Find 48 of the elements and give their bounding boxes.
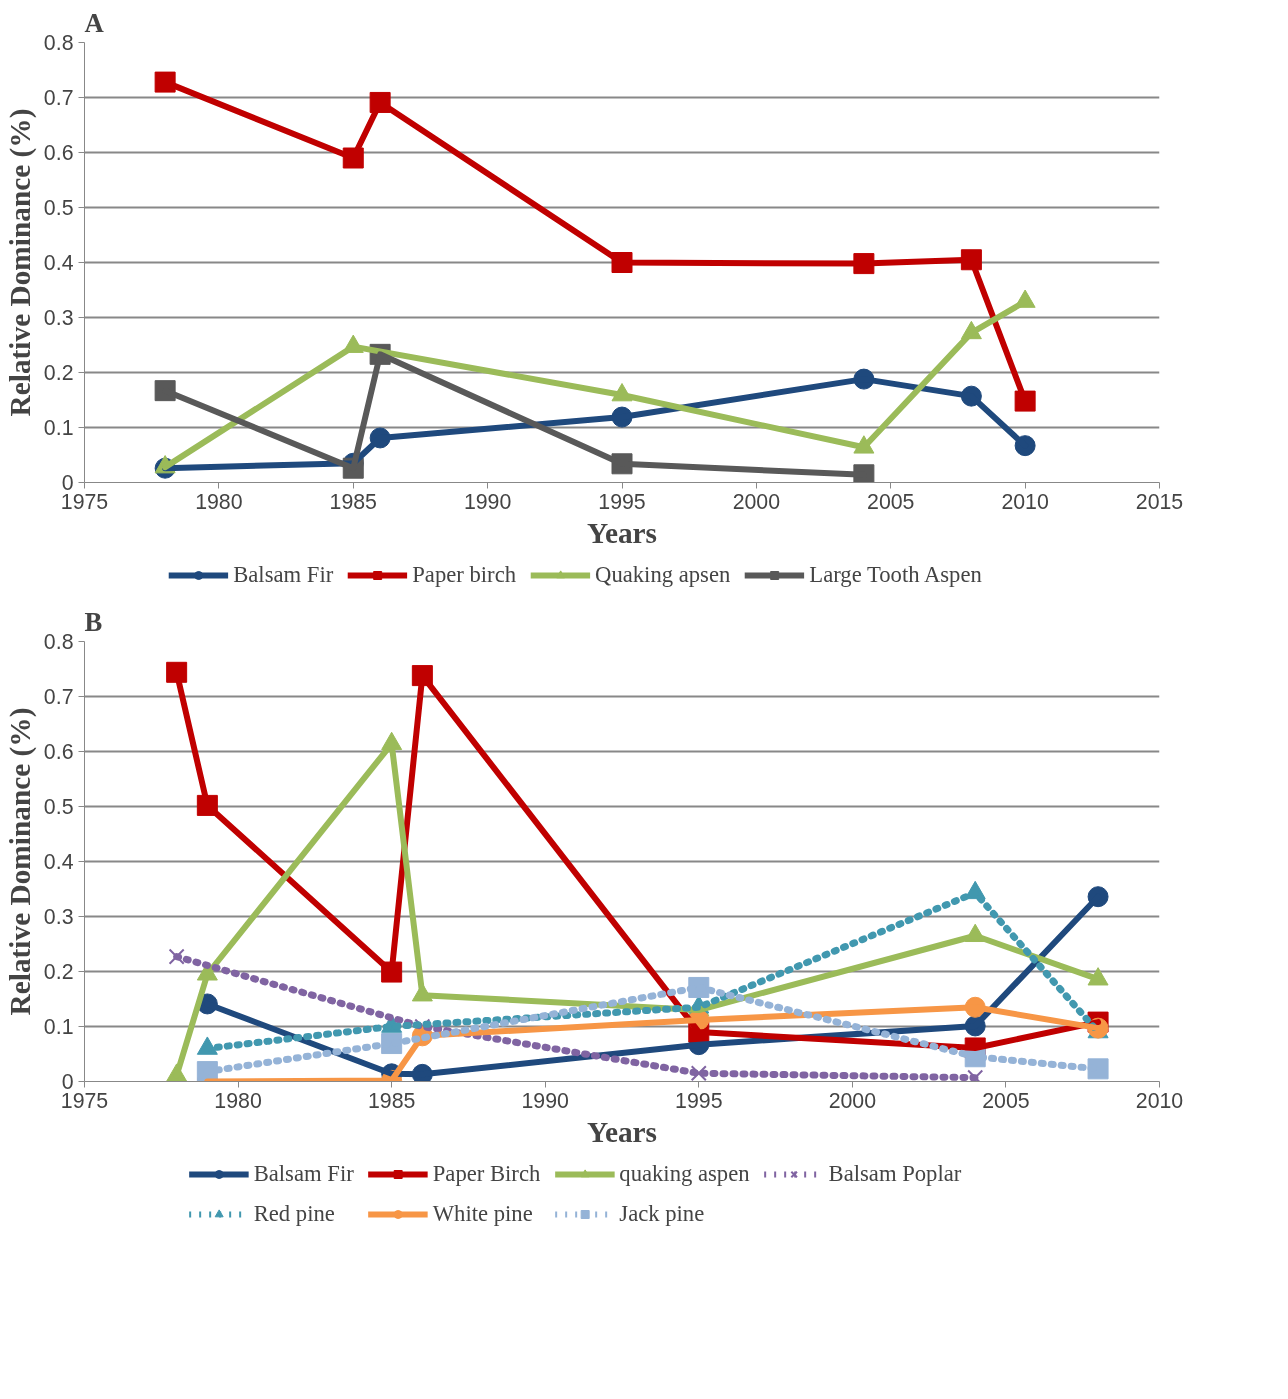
legend-label: Paper birch [412, 562, 517, 588]
x-tick-label: 2000 [732, 489, 781, 514]
legend-label: Balsam Poplar [828, 1161, 962, 1187]
x-tick-label: 1995 [598, 489, 646, 514]
y-tick-label: 0.3 [43, 905, 74, 929]
y-tick-label: 0.5 [43, 196, 74, 220]
x-tick-label: 2005 [867, 489, 915, 514]
y-tick-label: 0.2 [43, 361, 74, 385]
legend-label: quaking aspen [619, 1161, 750, 1187]
x-tick-label: 1985 [329, 489, 377, 514]
x-tick-label: 2000 [828, 1088, 877, 1113]
x-tick-label: 1980 [214, 1088, 262, 1113]
x-tick-label: 1980 [195, 489, 243, 514]
x-tick-label: 2015 [1135, 489, 1184, 514]
chart-title: B [84, 606, 103, 637]
legend-label: Balsam Fir [233, 562, 334, 588]
y-tick-label: 0.7 [43, 685, 74, 709]
legend-label: Quaking apsen [595, 562, 731, 588]
chart-title: A [84, 7, 105, 38]
y-tick-label: 0.2 [43, 960, 74, 984]
legend-label: Red pine [253, 1201, 335, 1227]
x-tick-label: 1985 [367, 1088, 416, 1113]
legend-label: Paper Birch [432, 1161, 541, 1187]
y-tick-label: 0.7 [43, 86, 74, 110]
x-tick-label: 2010 [1135, 1088, 1184, 1113]
y-tick-label: 0.1 [43, 416, 74, 440]
y-tick-label: 0.6 [43, 740, 74, 764]
legend-label: White pine [432, 1201, 533, 1227]
x-axis-title: Years [586, 1115, 658, 1148]
x-tick-label: 2005 [982, 1088, 1030, 1113]
x-axis-title: Years [586, 516, 658, 549]
y-axis-title: Relative Dominance (%) [3, 707, 37, 1016]
y-tick-label: 0.8 [43, 630, 74, 654]
x-tick-label: 1990 [521, 1088, 570, 1113]
legend-label: Jack pine [619, 1201, 705, 1227]
legend-label: Balsam Fir [253, 1161, 354, 1187]
x-tick-label: 1990 [463, 489, 512, 514]
legend-label: Large Tooth Aspen [809, 562, 982, 588]
y-tick-label: 0.3 [43, 306, 74, 330]
x-tick-label: 2010 [1001, 489, 1049, 514]
y-tick-label: 0.8 [43, 31, 74, 55]
y-tick-label: 0.5 [43, 795, 74, 819]
x-tick-label: 1995 [675, 1088, 723, 1113]
y-axis-title: Relative Dominance (%) [3, 108, 37, 417]
y-tick-label: 0.6 [43, 141, 74, 165]
y-tick-label: 0.4 [43, 251, 74, 275]
y-tick-label: 0.4 [43, 850, 74, 874]
y-tick-label: 0.1 [43, 1015, 74, 1039]
